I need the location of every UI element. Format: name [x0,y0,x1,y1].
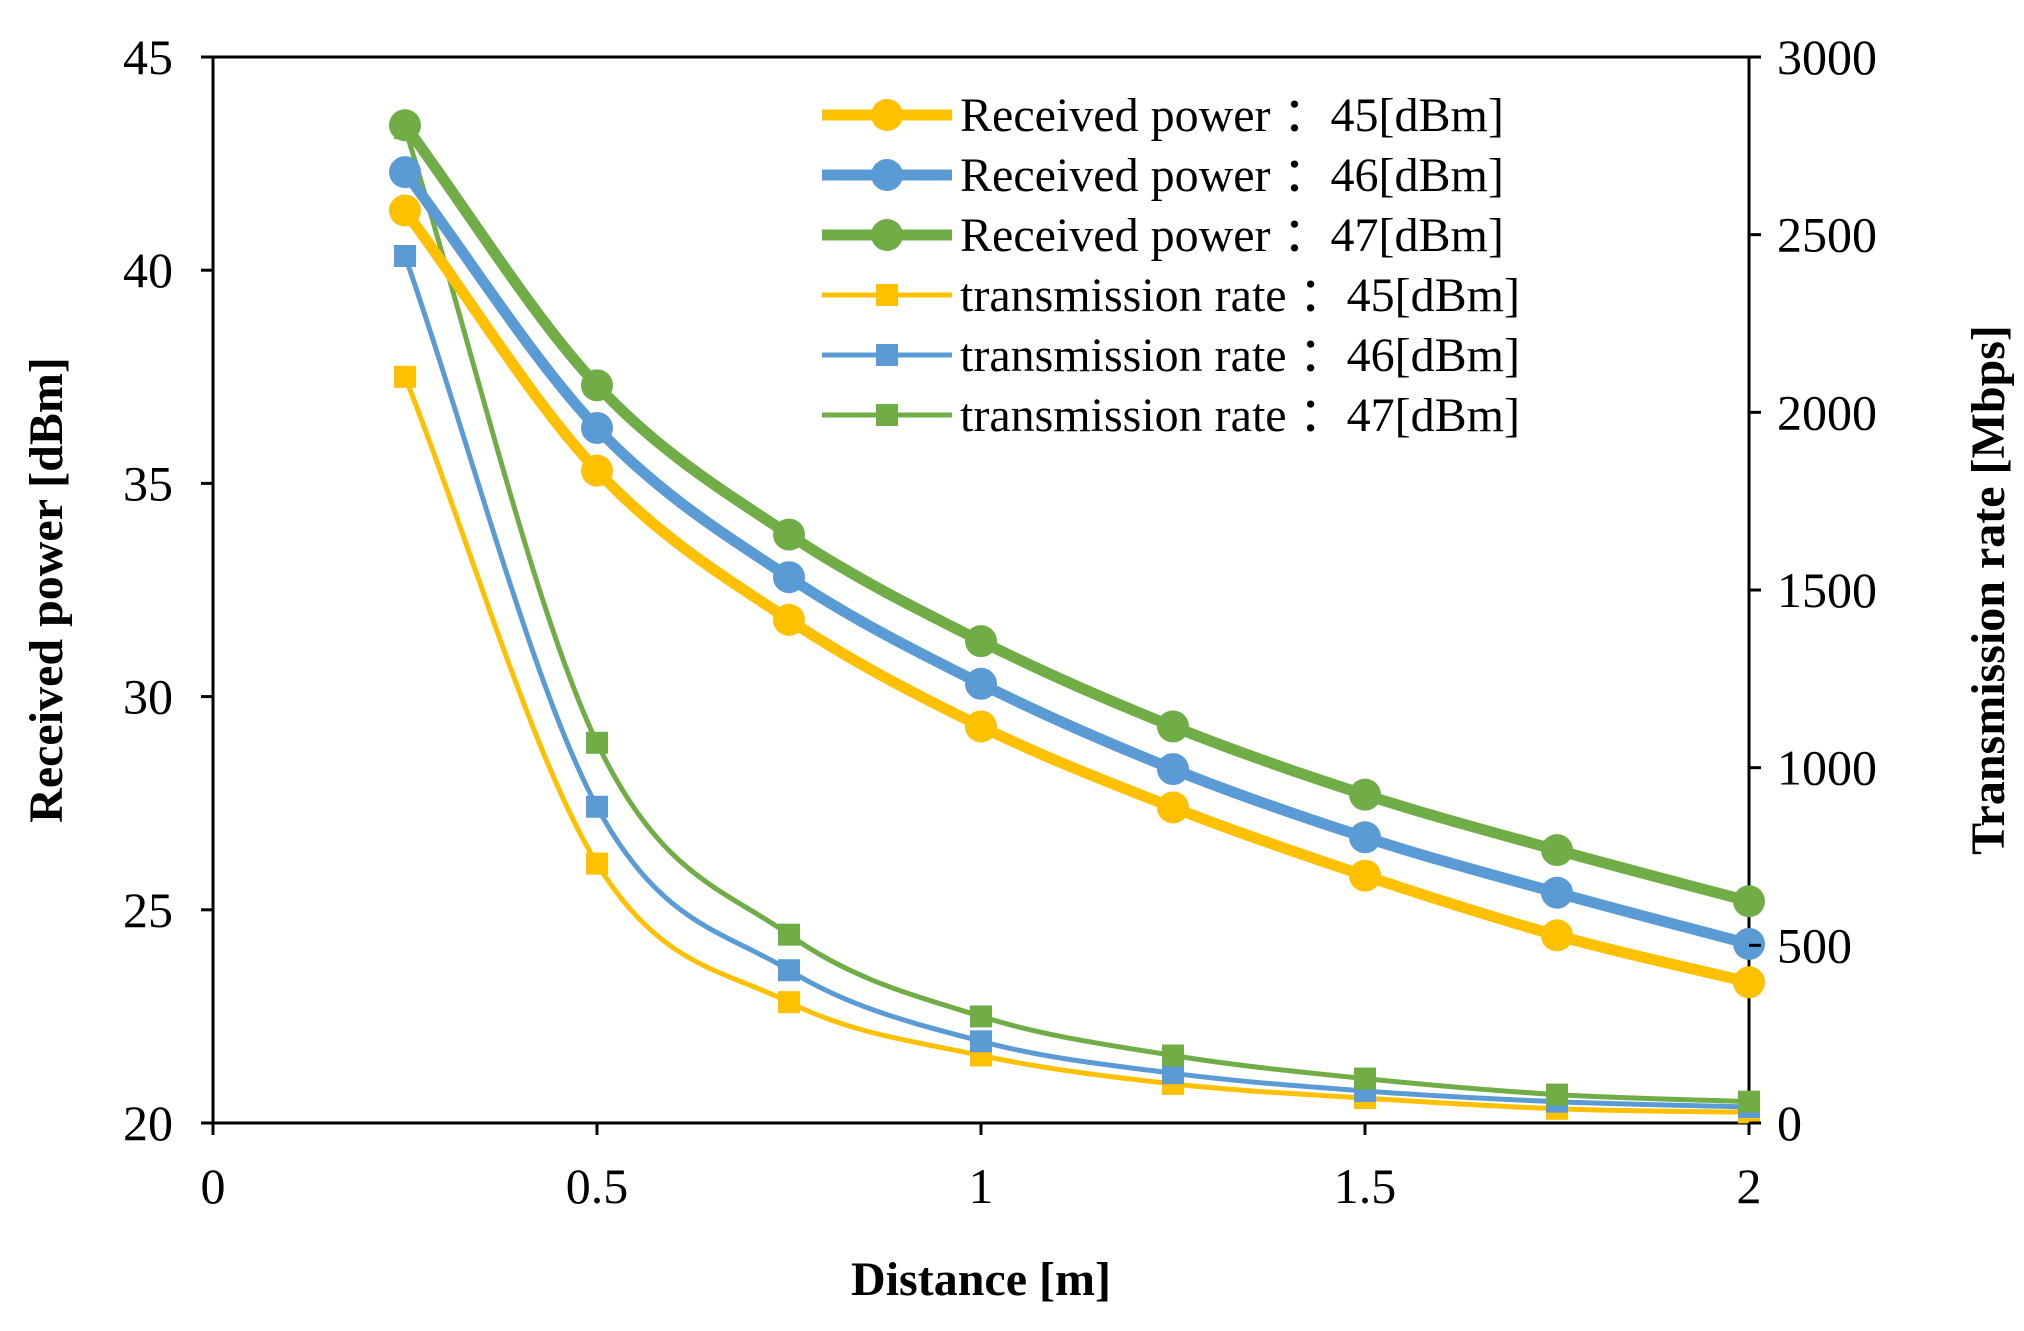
y-tick-label: 25 [123,882,173,938]
data-point [1541,919,1573,952]
data-point [389,156,421,189]
y2-tick-label: 1000 [1777,740,1877,796]
data-point [773,603,805,636]
y2-tick-label: 500 [1777,917,1852,973]
legend-marker [876,404,898,426]
legend-item: Received power ：47[dBm] [822,209,1504,262]
legend-label: Received power ：45[dBm] [960,89,1504,142]
data-point [581,369,613,402]
data-point [778,923,800,946]
series-layer [389,109,1765,1124]
legend-label: transmission rate ：47[dBm] [960,389,1520,442]
data-point [1738,1090,1760,1113]
data-point [586,795,608,818]
legend-marker [876,284,898,306]
legend-label: transmission rate ：45[dBm] [960,269,1520,322]
y-tick-label: 20 [123,1095,173,1151]
data-point [970,1005,992,1028]
legend-marker [871,99,903,131]
data-point [773,561,805,594]
legend-marker [876,344,898,366]
legend-marker [871,159,903,191]
legend-item: Received power ：45[dBm] [822,89,1504,142]
y2-tick-label: 2000 [1777,384,1877,440]
data-point [965,625,997,658]
y-tick-label: 45 [123,29,173,85]
data-point [581,411,613,444]
data-point [1541,876,1573,909]
data-point [965,710,997,743]
data-point [778,991,800,1014]
x-tick-label: 2 [1737,1158,1762,1214]
data-point [586,731,608,754]
y-tick-label: 40 [123,242,173,298]
y2-tick-label: 1500 [1777,562,1877,618]
data-point [1349,821,1381,854]
data-point [389,109,421,142]
y2-tick-label: 0 [1777,1095,1802,1151]
x-tick-label: 1 [969,1158,994,1214]
x-tick-label: 0 [201,1158,226,1214]
data-point [1349,859,1381,892]
series-power-1 [389,156,1765,960]
data-point [581,454,613,487]
series-power-0 [389,194,1765,999]
data-point [1541,834,1573,867]
y2-tick-label: 2500 [1777,207,1877,263]
legend-item: Received power ：46[dBm] [822,149,1504,202]
legend-item: transmission rate ：47[dBm] [822,389,1520,442]
y-axis-title: Received power [dBm] [20,357,73,823]
data-point [773,518,805,551]
data-point [1157,753,1189,786]
data-point [965,667,997,700]
ticks-layer: 0 0.5 1 1.5 2 20 25 30 35 40 45 0 500 1000 1500 2000 250… [123,29,1877,1214]
y2-axis-title: Transmission rate [Mbps] [1962,325,2015,855]
y2-tick-label: 3000 [1777,29,1877,85]
data-point [970,1030,992,1053]
data-point [1546,1083,1568,1106]
series-power-2 [389,109,1765,918]
data-point [586,852,608,875]
data-point [1162,1062,1184,1085]
legend: Received power ：45[dBm] Received power ：4… [822,89,1520,442]
data-point [1157,710,1189,743]
x-tick-label: 1.5 [1334,1158,1397,1214]
data-point [1157,791,1189,824]
y-tick-label: 35 [123,455,173,511]
legend-item: transmission rate ：46[dBm] [822,329,1520,382]
legend-label: transmission rate ：46[dBm] [960,329,1520,382]
legend-label: Received power ：47[dBm] [960,209,1504,262]
data-point [394,365,416,388]
x-axis-title: Distance [m] [851,1253,1111,1306]
data-point [389,194,421,227]
x-tick-label: 0.5 [566,1158,629,1214]
legend-label: Received power ：46[dBm] [960,149,1504,202]
data-point [1354,1067,1376,1090]
data-point [1733,966,1765,999]
data-point [394,244,416,267]
data-point [778,959,800,982]
y-tick-label: 30 [123,669,173,725]
legend-item: transmission rate ：45[dBm] [822,269,1520,322]
data-point [1349,778,1381,811]
legend-marker [871,219,903,251]
series-rate-5 [394,117,1760,1113]
data-point [1162,1044,1184,1067]
data-point [1733,885,1765,918]
